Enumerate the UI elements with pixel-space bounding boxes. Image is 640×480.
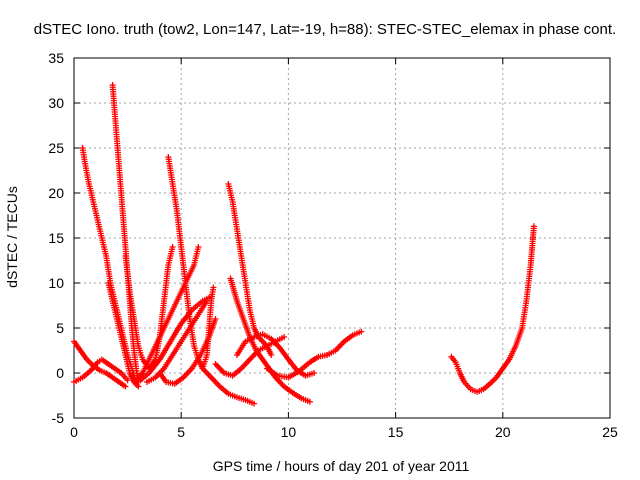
x-tick-label: 5 [177,424,185,440]
data-series [225,181,275,358]
data-points [71,82,537,407]
series-markers [122,244,176,372]
series-markers [323,328,365,358]
data-series [79,145,140,385]
x-tick-label: 0 [70,424,78,440]
series-markers [79,145,140,385]
y-tick-label: 20 [48,185,64,201]
data-series [199,365,258,407]
data-series [156,316,219,387]
data-series [71,338,129,390]
data-series [71,356,131,385]
y-tick-label: 10 [48,275,64,291]
data-series [143,298,210,385]
y-tick-label: 30 [48,95,64,111]
series-markers [71,338,129,390]
y-tick-label: -5 [52,410,65,426]
data-series [122,244,176,372]
series-markers [143,298,210,385]
y-tick-label: 15 [48,230,64,246]
chart-title: dSTEC Iono. truth (tow2, Lon=147, Lat=-1… [34,21,616,38]
x-tick-label: 15 [388,424,404,440]
y-axis-label: dSTEC / TECUs [4,186,20,288]
y-tick-label: 0 [56,365,64,381]
data-series [323,328,365,358]
data-series [448,223,537,395]
x-tick-label: 10 [281,424,297,440]
y-tick-label: 5 [56,320,64,336]
x-tick-label: 20 [495,424,511,440]
x-axis-label: GPS time / hours of day 201 of year 2011 [213,458,470,474]
data-series [105,280,142,390]
series-markers [448,223,537,395]
y-tick-label: 25 [48,140,64,156]
y-tick-label: 35 [48,50,64,66]
axis-ticks: 0 5 10 15 20 25 -5 0 5 10 15 20 25 30 35 [48,50,618,440]
x-tick-label: 25 [602,424,618,440]
data-series [165,154,217,372]
data-series [263,352,330,381]
data-series [233,331,318,379]
data-series [135,293,215,385]
